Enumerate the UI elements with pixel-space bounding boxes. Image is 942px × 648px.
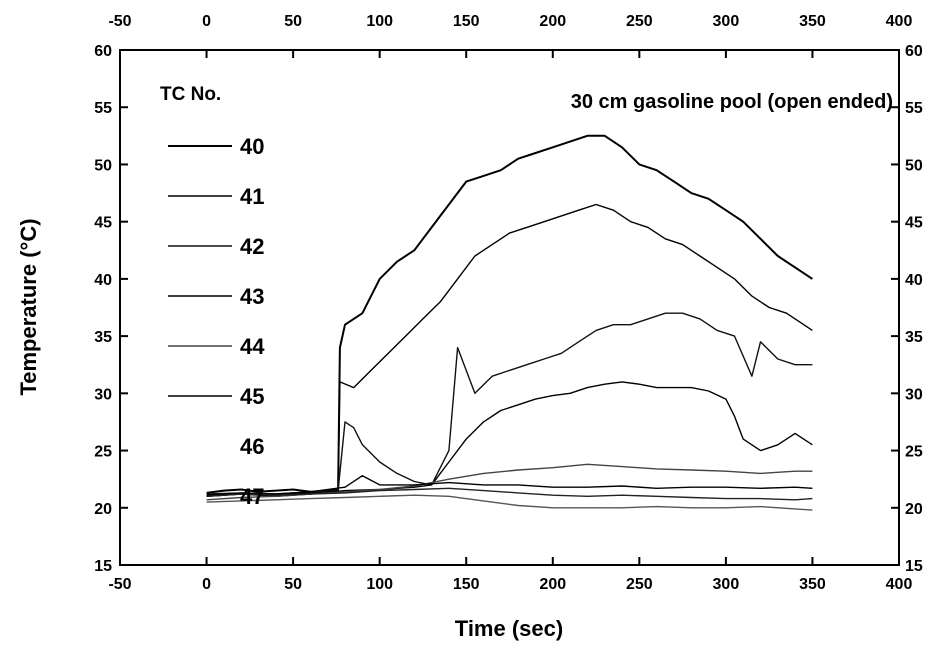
chart-annotation: 30 cm gasoline pool (open ended) xyxy=(571,91,893,113)
legend-label-41: 41 xyxy=(240,184,264,209)
x-tick-label-top: 200 xyxy=(539,13,566,30)
plot-frame xyxy=(119,49,900,566)
y-tick-label-right: 35 xyxy=(905,329,923,346)
y-tick-label-right: 55 xyxy=(905,100,923,117)
legend-label-47: 47 xyxy=(240,484,264,509)
x-tick-label-bottom: 300 xyxy=(713,576,740,593)
y-tick-label-right: 40 xyxy=(905,272,923,289)
y-tick-label-left: 55 xyxy=(94,100,112,117)
x-tick-label-top: 250 xyxy=(626,13,653,30)
y-tick-label-right: 25 xyxy=(905,444,923,461)
x-tick-label-bottom: 150 xyxy=(453,576,480,593)
legend-title: TC No. xyxy=(160,84,221,105)
y-tick-label-left: 35 xyxy=(94,329,112,346)
series-line-45 xyxy=(206,475,813,496)
y-tick-label-left: 30 xyxy=(94,386,112,403)
x-axis-title: Time (sec) xyxy=(455,616,563,641)
x-tick-label-top: 0 xyxy=(202,13,211,30)
series-layer xyxy=(206,134,813,511)
series-line-46 xyxy=(206,487,813,501)
y-tick-label-left: 20 xyxy=(94,501,112,518)
x-tick-label-top: 100 xyxy=(366,13,393,30)
y-tick-label-left: 15 xyxy=(94,558,112,575)
legend-label-43: 43 xyxy=(240,284,264,309)
y-tick-label-left: 25 xyxy=(94,444,112,461)
y-tick-label-right: 15 xyxy=(905,558,923,575)
x-tick-label-bottom: 50 xyxy=(284,576,302,593)
y-tick-label-left: 40 xyxy=(94,272,112,289)
y-tick-label-left: 50 xyxy=(94,157,112,174)
series-line-40 xyxy=(206,134,813,494)
x-tick-label-top: 50 xyxy=(284,13,302,30)
x-tick-label-top: 400 xyxy=(886,13,913,30)
x-tick-label-bottom: 350 xyxy=(799,576,826,593)
y-tick-label-right: 45 xyxy=(905,215,923,232)
series-line-42 xyxy=(206,312,813,495)
x-tick-label-bottom: 200 xyxy=(539,576,566,593)
legend-label-44: 44 xyxy=(240,334,265,359)
x-tick-label-bottom: 400 xyxy=(886,576,913,593)
y-tick-label-right: 20 xyxy=(905,501,923,518)
x-tick-label-bottom: 250 xyxy=(626,576,653,593)
series-line-47 xyxy=(206,494,813,511)
y-tick-label-right: 60 xyxy=(905,43,923,60)
series-line-43 xyxy=(206,381,813,497)
x-tick-label-top: 150 xyxy=(453,13,480,30)
legend-label-42: 42 xyxy=(240,234,264,259)
axis-ticks: -50 -50 0 0 50 50 100 100 150 150 200 200 250 250 300 3… xyxy=(94,13,923,593)
x-tick-label-top: 350 xyxy=(799,13,826,30)
y-tick-label-left: 60 xyxy=(94,43,112,60)
x-tick-label-bottom: 0 xyxy=(202,576,211,593)
x-tick-label-top: -50 xyxy=(108,13,131,30)
legend-label-46: 46 xyxy=(240,434,264,459)
y-tick-label-left: 45 xyxy=(94,215,112,232)
x-tick-label-top: 300 xyxy=(713,13,740,30)
legend-label-45: 45 xyxy=(240,384,264,409)
x-tick-label-bottom: 100 xyxy=(366,576,393,593)
legend: TC No. 40 41 42 43 44 45 46 47 xyxy=(160,84,265,509)
y-tick-label-right: 30 xyxy=(905,386,923,403)
x-tick-label-bottom: -50 xyxy=(108,576,131,593)
series-line-41 xyxy=(206,203,813,497)
legend-label-40: 40 xyxy=(240,134,264,159)
y-axis-title: Temperature (°C) xyxy=(16,218,41,395)
y-tick-label-right: 50 xyxy=(905,157,923,174)
